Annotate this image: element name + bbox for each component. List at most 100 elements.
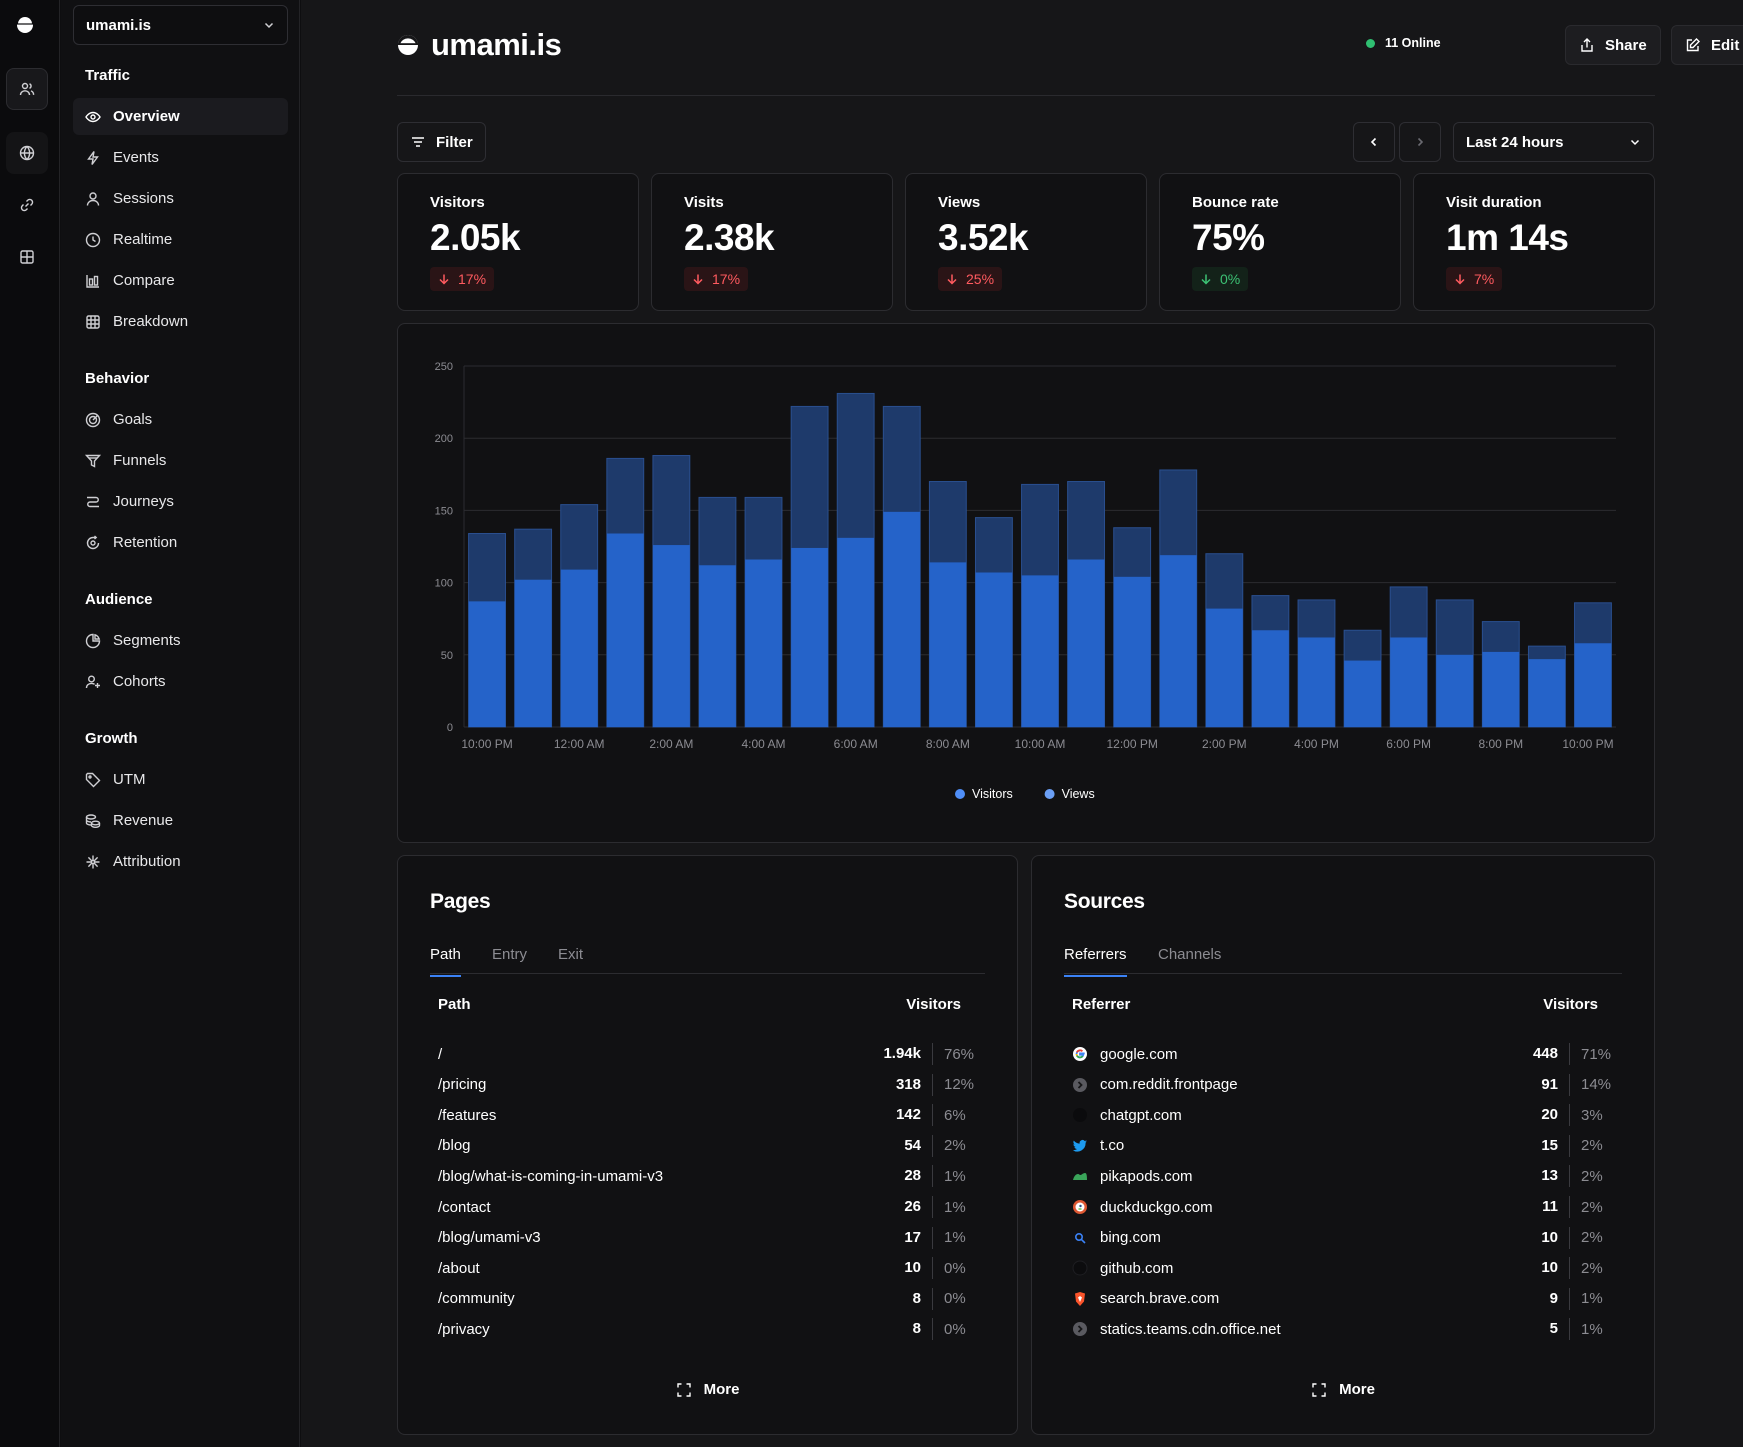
table-row[interactable]: duckduckgo.com 11 2% [1072, 1192, 1614, 1222]
row-label[interactable]: /blog [438, 1137, 471, 1155]
metric-label: Visitors [430, 194, 485, 211]
tab-path[interactable]: Path [430, 946, 461, 977]
table-row[interactable]: google.com 448 71% [1072, 1039, 1614, 1069]
edit-icon [1685, 37, 1701, 53]
bar-visitors [883, 511, 921, 727]
edit-button[interactable]: Edit [1671, 25, 1743, 65]
coins-icon [85, 813, 101, 829]
table-row[interactable]: chatgpt.com 20 3% [1072, 1100, 1614, 1130]
pie-icon [85, 633, 101, 649]
x-tick-label: 6:00 AM [834, 737, 878, 751]
filter-button[interactable]: Filter [397, 122, 486, 162]
tab-channels[interactable]: Channels [1158, 946, 1222, 963]
table-row[interactable]: /contact 26 1% [438, 1192, 977, 1222]
tab-referrers[interactable]: Referrers [1064, 946, 1127, 977]
traffic-chart-card: 0 50 100 150 200 250 10:00 PM 12:00 AM 2:00 AM 4:… [397, 323, 1655, 843]
metric-value: 2.38k [684, 217, 775, 258]
sources-more-button[interactable]: More [1032, 1381, 1654, 1398]
sidebar-item-utm[interactable]: UTM [73, 761, 288, 798]
table-row[interactable]: com.reddit.frontpage 91 14% [1072, 1070, 1614, 1100]
x-tick-label: 10:00 AM [1015, 737, 1066, 751]
retention-icon [85, 534, 101, 551]
table-row[interactable]: /blog 54 2% [438, 1131, 977, 1161]
sources-title: Sources [1064, 890, 1145, 913]
sidebar-item-goals[interactable]: Goals [73, 401, 288, 438]
x-tick-label: 12:00 PM [1106, 737, 1157, 751]
website-select[interactable]: umami.is [73, 5, 288, 45]
sidebar-item-revenue[interactable]: Revenue [73, 802, 288, 839]
table-row[interactable]: /blog/what-is-coming-in-umami-v3 28 1% [438, 1161, 977, 1191]
sidebar-item-retention[interactable]: Retention [73, 524, 288, 561]
row-label[interactable]: /community [438, 1290, 515, 1308]
row-value: 54 [904, 1134, 933, 1157]
next-range-button[interactable] [1399, 122, 1441, 162]
row-label[interactable]: /about [438, 1259, 480, 1277]
website-select-value: umami.is [86, 16, 152, 34]
bar-visitors [606, 533, 644, 727]
pages-more-button[interactable]: More [398, 1381, 1017, 1398]
row-label[interactable]: /privacy [438, 1320, 490, 1338]
sidebar-item-sessions[interactable]: Sessions [73, 180, 288, 217]
row-label[interactable]: /features [438, 1106, 497, 1124]
table-row[interactable]: t.co 15 2% [1072, 1131, 1614, 1161]
row-value: 20 [1541, 1104, 1570, 1127]
tab-exit[interactable]: Exit [558, 946, 584, 963]
table-row[interactable]: /pricing 318 12% [438, 1070, 977, 1100]
table-row[interactable]: search.brave.com 9 1% [1072, 1284, 1614, 1314]
table-row[interactable]: /privacy 8 0% [438, 1314, 977, 1344]
sidebar-item-attribution[interactable]: Attribution [73, 843, 288, 880]
table-row[interactable]: statics.teams.cdn.office.net 5 1% [1072, 1314, 1614, 1344]
row-label[interactable]: /blog/umami-v3 [438, 1229, 541, 1247]
row-label[interactable]: /blog/what-is-coming-in-umami-v3 [438, 1167, 664, 1185]
sidebar-item-label: Attribution [113, 853, 181, 870]
sidebar-item-funnels[interactable]: Funnels [73, 442, 288, 479]
column-header-path[interactable]: Path [438, 996, 471, 1013]
table-row[interactable]: /community 8 0% [438, 1284, 977, 1314]
legend-label-views: Views [1062, 787, 1095, 801]
column-header-visitors[interactable]: Visitors [906, 996, 961, 1013]
tab-entry[interactable]: Entry [492, 946, 528, 963]
link-icon[interactable] [6, 184, 48, 226]
previous-range-button[interactable] [1353, 122, 1395, 162]
table-row[interactable]: /features 142 6% [438, 1100, 977, 1130]
table-row[interactable]: /about 10 0% [438, 1253, 977, 1283]
sidebar-item-segments[interactable]: Segments [73, 622, 288, 659]
grid-icon[interactable] [6, 236, 48, 278]
table-row[interactable]: bing.com 10 2% [1072, 1223, 1614, 1253]
table-row[interactable]: github.com 10 2% [1072, 1253, 1614, 1283]
umami-logo-icon[interactable] [14, 14, 36, 36]
sidebar-item-cohorts[interactable]: Cohorts [73, 663, 288, 700]
column-header-referrer[interactable]: Referrer [1072, 996, 1131, 1013]
globe-icon[interactable] [6, 132, 48, 174]
metric-card-bounce-rate: Bounce rate 75% 0% [1159, 173, 1401, 311]
row-label[interactable]: /pricing [438, 1076, 487, 1094]
sidebar-item-realtime[interactable]: Realtime [73, 221, 288, 258]
pages-panel: Pages Path Entry Exit Path Visitors / 1.9… [397, 855, 1018, 1435]
legend-swatch-visitors [955, 789, 965, 799]
metric-card-views: Views 3.52k 25% [905, 173, 1147, 311]
websites-icon[interactable] [6, 68, 48, 110]
sidebar-item-compare[interactable]: Compare [73, 262, 288, 299]
row-label[interactable]: /contact [438, 1198, 491, 1216]
share-button[interactable]: Share [1565, 25, 1661, 65]
table-row[interactable]: /blog/umami-v3 17 1% [438, 1223, 977, 1253]
sources-tabs: Referrers Channels [1064, 936, 1622, 977]
column-header-visitors[interactable]: Visitors [1543, 996, 1598, 1013]
sidebar-item-events[interactable]: Events [73, 139, 288, 176]
bar-visitors [929, 562, 967, 727]
sidebar-item-overview[interactable]: Overview [73, 98, 288, 135]
page-header: umami.is 11 Online Share Edit [397, 22, 1743, 68]
sidebar-item-journeys[interactable]: Journeys [73, 483, 288, 520]
sidebar-item-breakdown[interactable]: Breakdown [73, 303, 288, 340]
arrow-down-icon [1200, 273, 1212, 285]
icon-rail [0, 0, 60, 1447]
date-range-select[interactable]: Last 24 hours [1453, 122, 1654, 162]
row-percent: 1% [1581, 1320, 1603, 1338]
sidebar-item-label: Breakdown [113, 313, 189, 330]
metric-change: 17% [684, 267, 749, 291]
x-tick-label: 2:00 PM [1202, 737, 1247, 751]
row-label[interactable]: / [438, 1045, 443, 1063]
bar-visitors [1205, 608, 1243, 727]
table-row[interactable]: / 1.94k 76% [438, 1039, 977, 1069]
table-row[interactable]: pikapods.com 13 2% [1072, 1161, 1614, 1191]
